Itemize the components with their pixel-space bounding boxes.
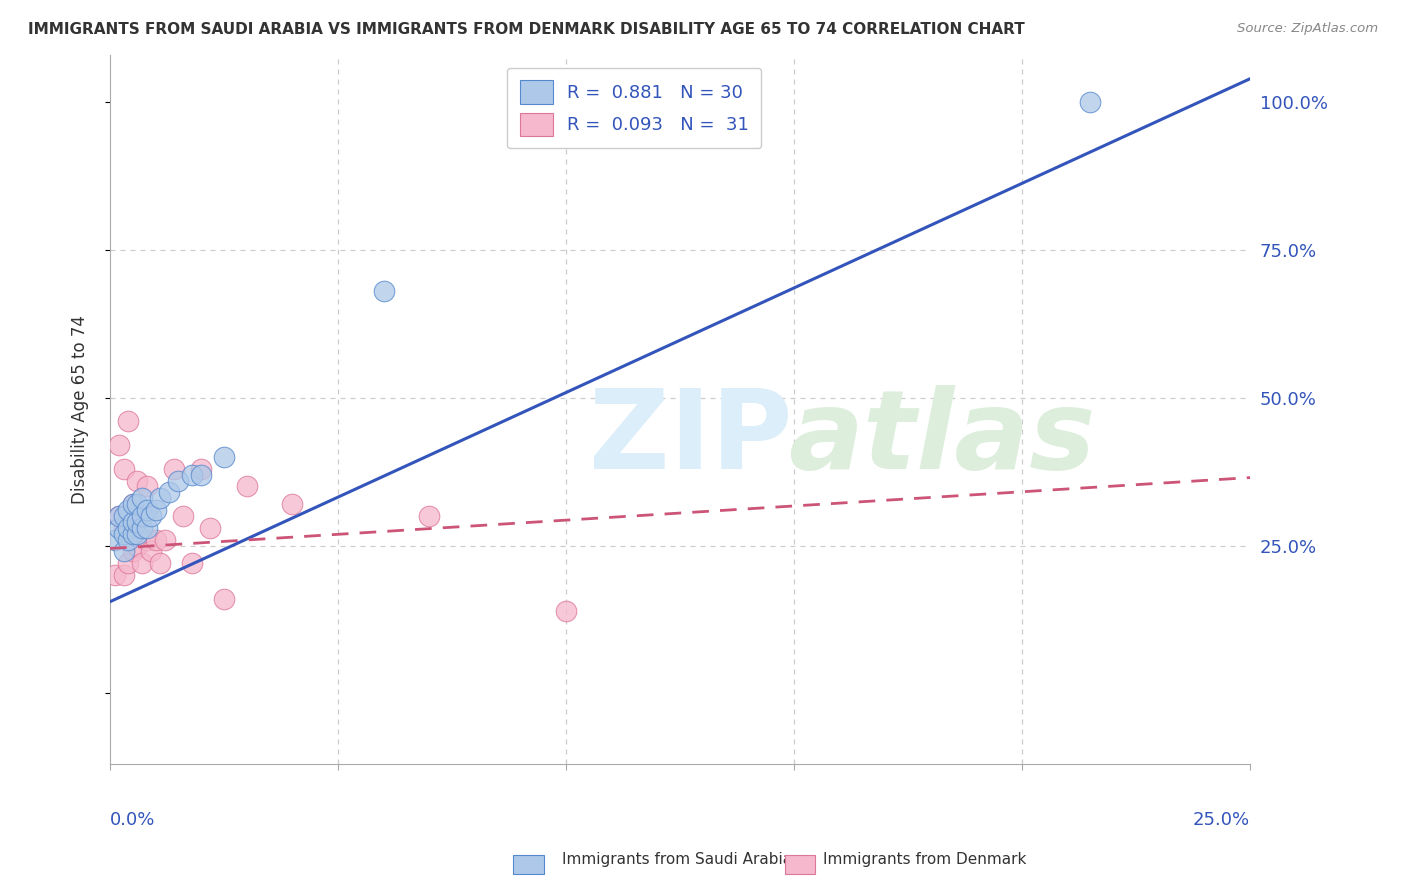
Point [127,474,149,488]
Point [117,526,139,541]
Point [131,521,153,535]
Point [418,508,440,523]
Point [104,568,127,582]
Point [135,521,157,535]
Text: Immigrants from Saudi Arabia: Immigrants from Saudi Arabia [562,852,793,867]
Point [145,533,167,547]
Point [112,526,135,541]
Point [157,485,180,500]
Point [127,515,149,529]
Point [122,526,145,541]
Point [181,556,204,570]
Text: Source: ZipAtlas.com: Source: ZipAtlas.com [1237,22,1378,36]
Point [149,491,172,506]
Point [135,503,157,517]
Point [153,533,176,547]
Point [145,503,167,517]
Point [117,414,139,428]
Point [108,521,131,535]
Text: 0.0%: 0.0% [110,812,156,830]
Point [131,508,153,523]
Point [127,526,149,541]
Point [108,508,131,523]
Point [108,438,131,452]
Point [149,556,172,570]
Point [127,497,149,511]
Point [190,461,212,475]
Point [139,544,162,558]
Text: IMMIGRANTS FROM SAUDI ARABIA VS IMMIGRANTS FROM DENMARK DISABILITY AGE 65 TO 74 : IMMIGRANTS FROM SAUDI ARABIA VS IMMIGRAN… [28,22,1025,37]
Point [122,544,145,558]
Point [112,568,135,582]
Point [117,521,139,535]
Point [190,467,212,482]
Point [139,508,162,523]
Point [122,497,145,511]
Point [373,285,395,299]
Point [127,539,149,553]
Point [122,497,145,511]
Text: Immigrants from Denmark: Immigrants from Denmark [823,852,1026,867]
Point [104,533,127,547]
Text: atlas: atlas [789,384,1095,491]
Point [112,544,135,558]
Point [131,556,153,570]
Text: 25.0%: 25.0% [1192,812,1250,830]
Point [200,521,222,535]
Point [108,508,131,523]
Point [236,479,259,493]
Point [167,474,190,488]
Point [181,467,204,482]
Legend: R =  0.881   N = 30, R =  0.093   N =  31: R = 0.881 N = 30, R = 0.093 N = 31 [508,68,762,148]
Point [212,450,235,464]
Point [281,497,304,511]
Point [131,491,153,506]
Point [112,461,135,475]
Point [172,508,194,523]
Point [555,603,578,617]
Point [117,556,139,570]
Point [117,503,139,517]
Point [135,479,157,493]
Point [1080,95,1102,110]
Text: ZIP: ZIP [589,384,792,491]
Point [122,515,145,529]
Point [122,521,145,535]
Point [112,508,135,523]
Point [135,533,157,547]
Point [112,521,135,535]
Point [163,461,186,475]
Point [117,533,139,547]
Point [212,591,235,606]
Y-axis label: Disability Age 65 to 74: Disability Age 65 to 74 [72,315,89,504]
